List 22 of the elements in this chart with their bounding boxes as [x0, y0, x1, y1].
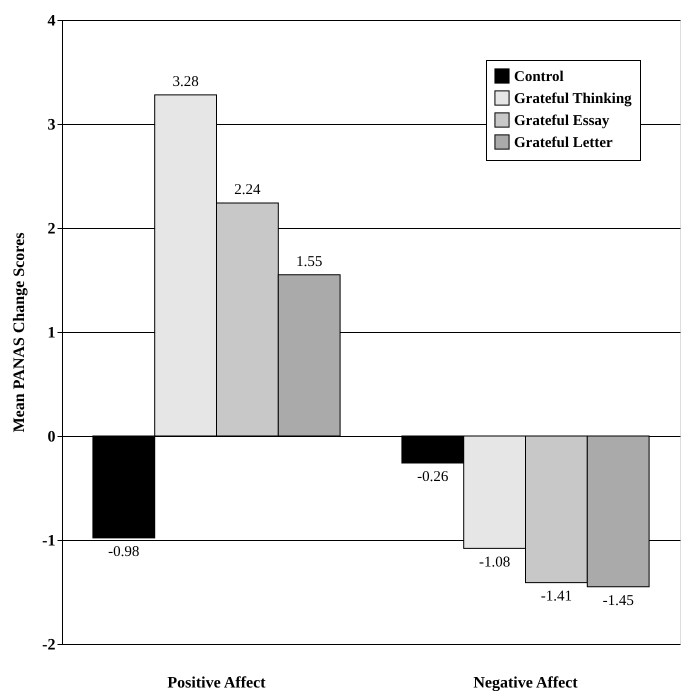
data-label: -0.26	[417, 469, 449, 486]
y-tick-label: 4	[48, 12, 56, 30]
legend-label: Control	[514, 69, 564, 85]
data-label: -1.08	[478, 554, 510, 570]
legend-label: Grateful Essay	[514, 113, 610, 129]
y-axis-title: Mean PANAS Change Scores	[11, 232, 28, 432]
y-tick-label: 2	[48, 220, 56, 238]
y-tick-label: 0	[48, 428, 56, 446]
y-tick-label: -1	[42, 532, 56, 550]
data-label: -1.41	[540, 588, 572, 605]
data-label: -1.45	[602, 592, 634, 609]
y-tick-label: 1	[48, 324, 56, 342]
x-tick-label: Negative Affect	[473, 674, 578, 692]
data-label: 2.24	[234, 182, 262, 198]
y-tick-label: 3	[48, 116, 56, 134]
data-label: -0.98	[108, 544, 140, 560]
x-tick-label: Positive Affect	[167, 674, 266, 692]
y-tick-label: -2	[42, 636, 56, 654]
legend-label: Grateful Letter	[514, 135, 614, 151]
data-label: 3.28	[172, 74, 199, 90]
legend-label: Grateful Thinking	[514, 91, 632, 107]
data-label: 1.55	[296, 254, 322, 270]
